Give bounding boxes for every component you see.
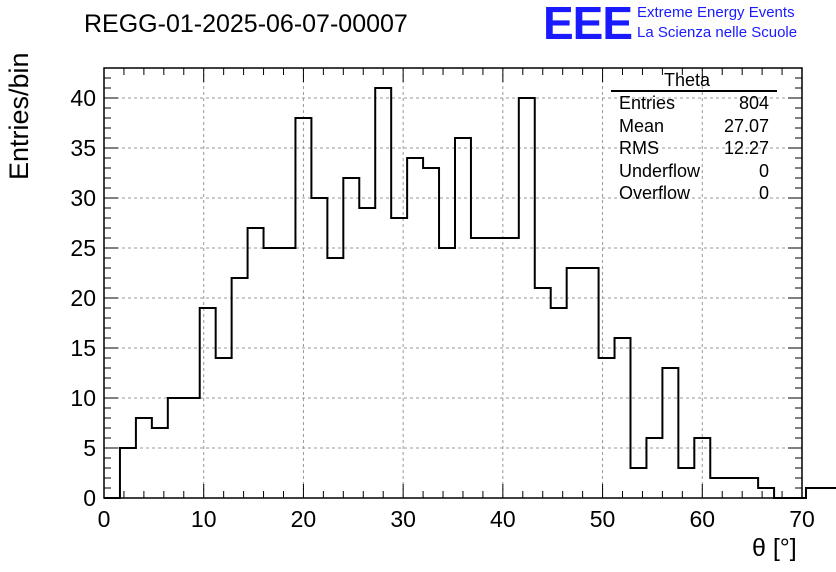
y-tick-label: 30 — [70, 185, 96, 211]
histogram-bin — [742, 478, 758, 498]
histogram-bin — [519, 98, 535, 498]
histogram-bin — [615, 338, 631, 498]
histogram-bin — [295, 118, 311, 498]
x-tick-label: 0 — [98, 506, 111, 532]
histogram-bin — [758, 488, 774, 498]
y-tick-label: 35 — [70, 135, 96, 161]
histogram-bin — [630, 468, 646, 498]
x-axis-label: θ [°] — [752, 534, 797, 562]
logo-line-2: La Scienza nelle Scuole — [637, 24, 798, 41]
histogram-bin — [439, 248, 455, 498]
stats-row-rms: RMS 12.27 — [611, 137, 777, 160]
x-tick-label: 70 — [789, 506, 815, 532]
histogram-bin — [662, 368, 678, 498]
stats-value: 0 — [758, 183, 769, 203]
histogram-bin — [359, 208, 375, 498]
histogram-bin — [327, 258, 343, 498]
histogram-bin — [822, 488, 836, 498]
stats-label: Underflow — [619, 160, 701, 181]
histogram-series — [104, 87, 836, 499]
histogram-bin — [279, 248, 295, 498]
x-tick-label: 50 — [590, 506, 616, 532]
histogram-bin — [583, 268, 599, 498]
histogram-bin — [120, 448, 136, 498]
stats-row-mean: Mean 27.07 — [611, 115, 777, 138]
histogram-bin — [423, 168, 439, 498]
stats-row-overflow: Overflow 0 — [611, 182, 777, 205]
histogram-bin — [311, 198, 327, 498]
plot-frame — [103, 67, 803, 499]
y-tick-label: 10 — [70, 385, 96, 411]
histogram-bin — [136, 418, 152, 498]
histogram-bin — [726, 478, 742, 498]
histogram-bin — [232, 278, 248, 498]
y-tick-label: 15 — [70, 335, 96, 361]
histogram-bin — [168, 398, 184, 498]
histogram-bin — [343, 178, 359, 498]
histogram-bin — [567, 268, 583, 498]
stats-row-entries: Entries 804 — [611, 92, 777, 115]
stats-label: Overflow — [619, 183, 691, 203]
histogram-bin — [407, 158, 423, 498]
stats-label: Mean — [619, 115, 665, 136]
x-tick-label: 10 — [191, 506, 217, 532]
logo-line-1: Extreme Energy Events — [637, 4, 795, 21]
histogram-bin — [646, 438, 662, 498]
histogram-bin — [216, 358, 232, 498]
y-tick-label: 25 — [70, 235, 96, 261]
histogram-bin — [694, 438, 710, 498]
stats-value: 0 — [758, 160, 769, 181]
x-tick-label: 20 — [291, 506, 317, 532]
y-tick-label: 0 — [83, 485, 96, 511]
histogram-bin — [678, 468, 694, 498]
stats-value: 804 — [738, 93, 769, 113]
eee-logo: EEE — [543, 0, 633, 49]
y-tick-label: 20 — [70, 285, 96, 311]
x-tick-label: 30 — [390, 506, 416, 532]
stats-box-title: Theta — [611, 70, 777, 92]
histogram-bin — [152, 428, 168, 498]
y-tick-label: 40 — [70, 85, 96, 111]
stats-box: Theta Entries 804 Mean 27.07 RMS 12.27 U… — [611, 70, 777, 205]
x-tick-label: 40 — [490, 506, 516, 532]
histogram-bin — [264, 248, 280, 498]
histogram-bin — [471, 238, 487, 498]
histogram-bin — [503, 238, 519, 498]
y-axis-label: Entries/bin — [4, 52, 34, 180]
stats-label: RMS — [619, 138, 659, 158]
histogram-bin — [200, 308, 216, 498]
stats-row-underflow: Underflow 0 — [611, 160, 777, 183]
stats-value: 27.07 — [723, 115, 769, 136]
stats-label: Entries — [619, 93, 676, 113]
histogram-bin — [806, 488, 822, 498]
histogram-bin — [391, 218, 407, 498]
stats-value: 12.27 — [723, 138, 769, 158]
histogram-bin — [248, 228, 264, 498]
histogram-bin — [375, 88, 391, 498]
histogram-bin — [455, 138, 471, 498]
histogram-bin — [535, 288, 551, 498]
histogram-bin — [551, 308, 567, 498]
x-tick-label: 60 — [689, 506, 715, 532]
histogram-bin — [599, 358, 615, 498]
histogram-bin — [710, 478, 726, 498]
chart-title: REGG-01-2025-06-07-00007 — [84, 10, 408, 38]
histogram-bin — [184, 398, 200, 498]
histogram-bin — [487, 238, 503, 498]
y-tick-label: 5 — [83, 435, 96, 461]
